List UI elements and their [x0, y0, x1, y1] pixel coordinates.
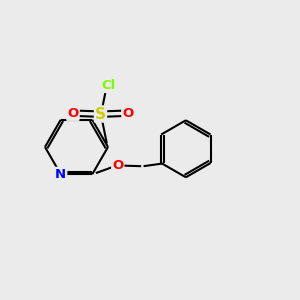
Text: S: S: [95, 106, 106, 122]
Text: O: O: [122, 107, 134, 120]
Text: O: O: [112, 159, 123, 172]
Text: O: O: [67, 107, 79, 120]
Text: Cl: Cl: [102, 79, 116, 92]
Text: N: N: [55, 168, 66, 181]
